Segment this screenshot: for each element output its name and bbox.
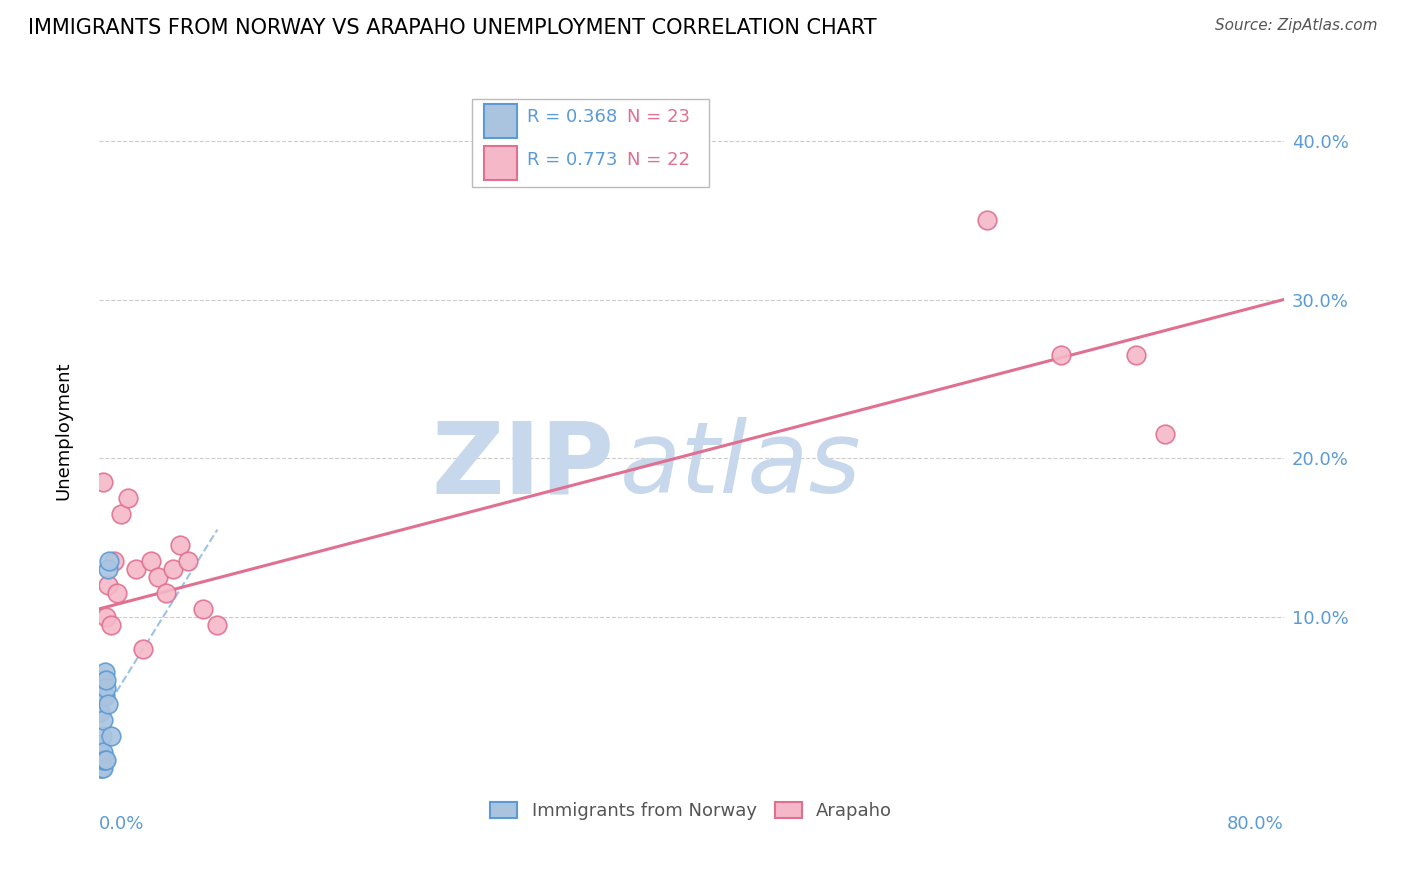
Text: 0.0%: 0.0% bbox=[98, 815, 145, 833]
Text: 80.0%: 80.0% bbox=[1227, 815, 1284, 833]
Point bbox=[91, 475, 114, 489]
Text: ZIP: ZIP bbox=[432, 417, 614, 515]
FancyBboxPatch shape bbox=[472, 99, 709, 187]
Text: R = 0.773: R = 0.773 bbox=[527, 152, 617, 169]
Point bbox=[91, 713, 114, 727]
Point bbox=[94, 690, 117, 704]
Point bbox=[90, 729, 112, 743]
FancyBboxPatch shape bbox=[484, 104, 517, 138]
Point bbox=[94, 665, 117, 680]
Point bbox=[91, 761, 114, 775]
Point bbox=[207, 617, 229, 632]
Point bbox=[96, 610, 118, 624]
Point bbox=[976, 213, 998, 227]
Text: Source: ZipAtlas.com: Source: ZipAtlas.com bbox=[1215, 18, 1378, 33]
Text: N = 22: N = 22 bbox=[627, 152, 690, 169]
Text: Unemployment: Unemployment bbox=[55, 361, 72, 500]
Point bbox=[100, 729, 122, 743]
Point bbox=[1050, 348, 1073, 362]
Point bbox=[98, 554, 121, 568]
Point bbox=[117, 491, 139, 505]
Text: atlas: atlas bbox=[620, 417, 862, 515]
Point bbox=[177, 554, 200, 568]
Point bbox=[1154, 427, 1177, 442]
Point bbox=[96, 673, 118, 688]
Point bbox=[97, 562, 120, 576]
Point bbox=[89, 761, 111, 775]
Point bbox=[91, 673, 114, 688]
Point bbox=[96, 681, 118, 696]
Point bbox=[110, 507, 132, 521]
Point bbox=[96, 753, 118, 767]
Point bbox=[97, 578, 120, 592]
Point bbox=[100, 617, 122, 632]
Legend: Immigrants from Norway, Arapaho: Immigrants from Norway, Arapaho bbox=[484, 795, 900, 828]
Point bbox=[139, 554, 162, 568]
Point bbox=[125, 562, 148, 576]
Point bbox=[90, 681, 112, 696]
Text: N = 23: N = 23 bbox=[627, 108, 690, 126]
Point bbox=[94, 753, 117, 767]
Point bbox=[162, 562, 184, 576]
Point bbox=[103, 554, 125, 568]
Point bbox=[169, 539, 191, 553]
Point bbox=[91, 745, 114, 759]
FancyBboxPatch shape bbox=[484, 146, 517, 180]
Point bbox=[105, 586, 128, 600]
Point bbox=[89, 745, 111, 759]
Point bbox=[89, 705, 111, 719]
Point bbox=[90, 753, 112, 767]
Point bbox=[90, 761, 112, 775]
Point bbox=[89, 737, 111, 751]
Point bbox=[1125, 348, 1147, 362]
Point bbox=[132, 641, 155, 656]
Text: IMMIGRANTS FROM NORWAY VS ARAPAHO UNEMPLOYMENT CORRELATION CHART: IMMIGRANTS FROM NORWAY VS ARAPAHO UNEMPL… bbox=[28, 18, 877, 37]
Point bbox=[97, 697, 120, 711]
Point bbox=[191, 602, 214, 616]
Point bbox=[146, 570, 169, 584]
Point bbox=[91, 753, 114, 767]
Point bbox=[155, 586, 177, 600]
Text: R = 0.368: R = 0.368 bbox=[527, 108, 617, 126]
